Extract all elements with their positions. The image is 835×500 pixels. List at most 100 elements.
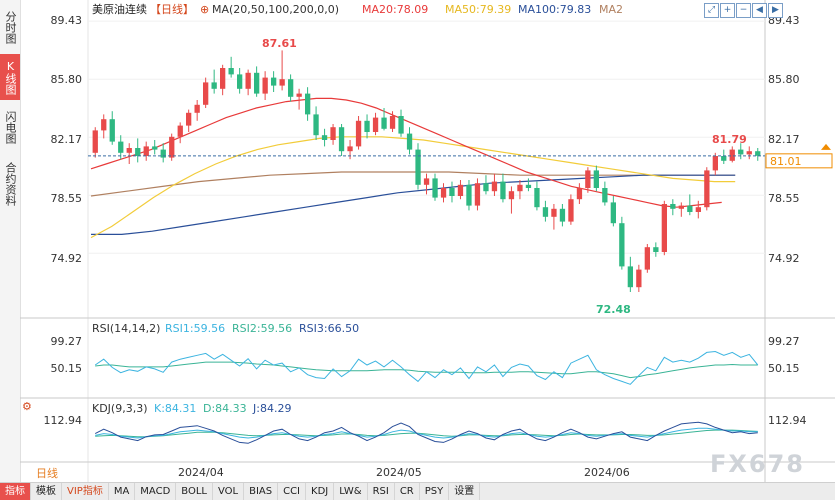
kdj-k-value: K:84.31: [154, 402, 196, 415]
candle-body: [279, 79, 285, 86]
candle-body: [288, 79, 294, 97]
toolbar-item-cci[interactable]: CCI: [278, 483, 307, 500]
candle-body: [534, 188, 540, 208]
toolbar-item-vip[interactable]: VIP指标: [62, 483, 109, 500]
toolbar-item-template[interactable]: 模板: [31, 483, 62, 500]
tab-intraday[interactable]: 分时图: [4, 10, 17, 44]
candle-body: [254, 72, 260, 94]
fullscreen-icon[interactable]: ⤢: [704, 3, 719, 18]
ma100-line: [91, 174, 736, 235]
candle-body: [109, 119, 115, 142]
ma50-value: MA50:79.39: [445, 3, 511, 16]
kdj-k-line: [95, 427, 758, 439]
candle-body: [330, 127, 336, 140]
tab-contract-info[interactable]: 合约资料: [4, 162, 17, 206]
candle-body: [423, 178, 430, 185]
tick-label: 82.17: [768, 133, 800, 146]
tick-label: 74.92: [51, 252, 83, 265]
period-footer-label: 日线: [36, 466, 58, 480]
candle-body: [449, 188, 455, 196]
kdj-settings-icon[interactable]: ⚙: [22, 400, 32, 413]
x-tick-label: 2024/04: [178, 466, 224, 479]
kdj-d-line: [95, 429, 758, 438]
chart-canvas[interactable]: 美原油连续 【日线】 ⊕ MA(20,50,100,200,0,0) MA20:…: [0, 0, 835, 482]
ma20-line: [90, 97, 722, 208]
candle-body: [619, 223, 625, 267]
candle-body: [729, 149, 735, 161]
kdj-j-line: [94, 421, 758, 444]
candle-body: [313, 114, 319, 136]
scroll-left-icon[interactable]: ◀: [752, 3, 767, 18]
candle-body: [321, 135, 328, 140]
period-label[interactable]: 【日线】: [150, 2, 194, 16]
current-price-tag: [765, 153, 833, 169]
candle-body: [695, 207, 701, 212]
current-price-value: 81.01: [770, 155, 802, 168]
tab-kline[interactable]: K线图: [0, 54, 20, 100]
toolbar-item-kdj[interactable]: KDJ: [306, 483, 335, 500]
settings-icon[interactable]: ⊕: [200, 3, 209, 16]
kdj-tick: 112.94: [768, 414, 807, 427]
candle-body: [457, 184, 464, 196]
candle-body: [576, 188, 583, 200]
toolbar-item-boll[interactable]: BOLL: [176, 483, 213, 500]
toolbar-item-vol[interactable]: VOL: [213, 483, 245, 500]
toolbar-item-macd[interactable]: MACD: [135, 483, 177, 500]
watermark-logo: FX678: [710, 450, 805, 478]
candle-body: [160, 149, 166, 158]
candle-body: [152, 146, 158, 150]
x-tick-label: 2024/05: [376, 466, 422, 479]
candle-body: [542, 207, 549, 217]
candle-body: [118, 141, 124, 153]
candle-body: [593, 170, 599, 188]
tick-label: 78.55: [768, 192, 800, 205]
candle-body: [500, 181, 506, 200]
zoom-in-icon[interactable]: +: [720, 3, 735, 18]
candle-body: [186, 112, 192, 126]
candle-body: [704, 170, 710, 208]
candle-body: [466, 184, 472, 206]
candle-body: [415, 149, 421, 185]
candle-body: [525, 184, 532, 188]
candle-body: [398, 116, 404, 134]
ma-params: MA(20,50,100,200,0,0): [212, 3, 339, 16]
candle-body: [92, 130, 98, 153]
candle-body: [245, 72, 251, 89]
candle-body: [381, 117, 387, 129]
rsi-tick: 99.27: [768, 335, 800, 348]
toolbar-item-bias[interactable]: BIAS: [244, 483, 279, 500]
toolbar-item-indicators[interactable]: 指标: [0, 483, 31, 500]
candle-body: [355, 120, 362, 147]
candle-body: [670, 204, 676, 209]
candle-body: [483, 183, 489, 192]
candle-body: [653, 247, 659, 252]
candle-body: [755, 151, 761, 156]
toolbar-item-rsi[interactable]: RSI: [368, 483, 395, 500]
tick-label: 89.43: [51, 14, 83, 27]
zoom-out-icon[interactable]: −: [736, 3, 751, 18]
candle-body: [338, 127, 345, 152]
candle-body: [474, 183, 481, 206]
x-tick-label: 2024/06: [584, 466, 630, 479]
rsi-title: RSI(14,14,2): [92, 322, 160, 335]
toolbar-item-cr[interactable]: CR: [395, 483, 420, 500]
candle-body: [559, 208, 566, 222]
toolbar-item-lw[interactable]: LW&: [334, 483, 368, 500]
candle-body: [678, 205, 684, 209]
candle-body: [296, 93, 302, 97]
scroll-right-icon[interactable]: ▶: [768, 3, 783, 18]
toolbar-item-settings[interactable]: 设置: [449, 483, 481, 500]
tick-label: 78.55: [51, 192, 83, 205]
rsi-tick: 50.15: [768, 362, 800, 375]
kdj-d-value: D:84.33: [203, 402, 247, 415]
candle-body: [347, 146, 353, 152]
toolbar-item-psy[interactable]: PSY: [420, 483, 450, 500]
tab-flash[interactable]: 闪电图: [4, 110, 17, 144]
candle-body: [551, 208, 557, 217]
kdj-lines: [94, 421, 758, 444]
toolbar-item-ma[interactable]: MA: [109, 483, 136, 500]
ma50-line: [90, 136, 736, 239]
tick-label: 82.17: [51, 133, 83, 146]
candle-body: [440, 188, 447, 198]
rsi-tick: 50.15: [51, 362, 83, 375]
